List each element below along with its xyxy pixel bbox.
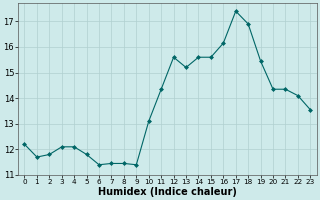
X-axis label: Humidex (Indice chaleur): Humidex (Indice chaleur) [98,187,237,197]
